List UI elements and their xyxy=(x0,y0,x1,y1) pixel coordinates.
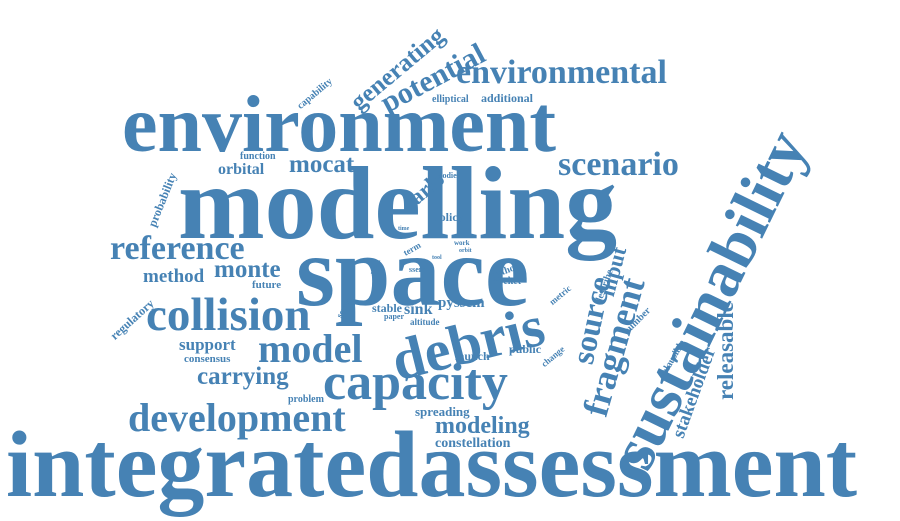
word-paper: paper xyxy=(384,312,404,321)
word-carrying: carrying xyxy=(197,363,289,390)
word-policy: policy xyxy=(433,210,464,224)
word-elliptical: elliptical xyxy=(432,94,469,105)
word-metric: metric xyxy=(547,283,573,307)
word-collision: collision xyxy=(146,289,311,341)
word-rocket: rocket xyxy=(494,276,522,287)
word-future: future xyxy=(252,279,282,291)
word-altitude: altitude xyxy=(410,317,440,327)
word-environment: environment xyxy=(122,81,557,169)
word-additional: additional xyxy=(481,91,534,105)
word-reference: reference xyxy=(110,230,245,267)
word-mocat: mocat xyxy=(289,151,355,178)
word-development: development xyxy=(128,395,346,440)
word-tool: tool xyxy=(432,255,442,261)
word-stable: stable xyxy=(372,301,402,315)
word-integratedassessment: integratedassessment xyxy=(6,413,858,517)
word-pyssem: pyssem xyxy=(438,295,485,311)
word-constellation: constellation xyxy=(435,436,511,451)
word-scenario: scenario xyxy=(558,146,679,183)
word-method: method xyxy=(143,266,205,287)
word-support: support xyxy=(179,335,236,354)
word-ssem: ssem xyxy=(409,265,426,274)
word-bodies: bodies xyxy=(438,171,460,180)
word-work: work xyxy=(454,239,470,247)
word-space: space xyxy=(296,216,530,327)
word-sink: sink xyxy=(404,301,433,318)
word-orbit: orbit xyxy=(459,248,472,254)
word-modelling: modelling xyxy=(178,146,618,261)
word-spreading: spreading xyxy=(415,404,470,419)
word-environmental: environmental xyxy=(456,54,667,91)
word-model: model xyxy=(258,326,363,371)
word-capacity: capacity xyxy=(323,354,508,411)
word-problem: problem xyxy=(288,394,324,405)
word-consensus: consensus xyxy=(184,353,231,365)
word-monte: monte xyxy=(214,256,281,283)
word-orbital: orbital xyxy=(218,161,265,178)
word-probability: probability xyxy=(145,170,180,229)
word-time: time xyxy=(398,226,410,232)
word-function: function xyxy=(240,151,276,162)
word-modeling: modeling xyxy=(435,413,530,439)
word-launch: launch xyxy=(455,349,490,363)
word-public: public xyxy=(509,342,542,356)
